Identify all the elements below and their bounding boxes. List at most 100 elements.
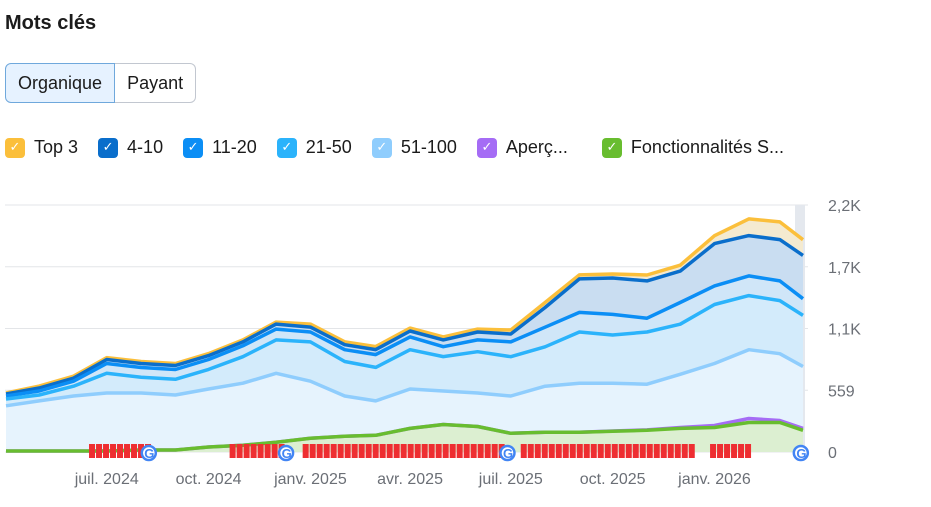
note-marker[interactable] [667,444,674,458]
note-marker[interactable] [674,444,681,458]
legend-item[interactable]: ✓ 21-50 [276,137,352,158]
legend-item[interactable]: ✓ 11-20 [183,137,257,158]
note-marker[interactable] [562,444,569,458]
note-marker[interactable] [386,444,393,458]
note-marker[interactable] [646,444,653,458]
legend-item[interactable]: ✓ 51-100 [371,137,457,158]
note-marker[interactable] [576,444,583,458]
note-marker[interactable] [351,444,358,458]
note-marker[interactable] [745,444,752,458]
note-marker[interactable] [534,444,541,458]
note-marker[interactable] [435,444,442,458]
note-marker[interactable] [639,444,646,458]
note-marker[interactable] [660,444,667,458]
checkbox-icon[interactable]: ✓ [276,137,297,158]
note-marker[interactable] [738,444,745,458]
note-marker[interactable] [243,444,250,458]
note-marker[interactable] [477,444,484,458]
legend-item[interactable]: ✓ 4-10 [98,137,163,158]
google-update-icon[interactable] [499,444,516,462]
note-marker[interactable] [731,444,738,458]
legend-item[interactable]: ✓ Top 3 [5,137,78,158]
checkbox-icon[interactable]: ✓ [601,137,622,158]
note-marker[interactable] [583,444,590,458]
checkbox-icon[interactable]: ✓ [476,137,497,158]
note-marker[interactable] [625,444,632,458]
note-marker[interactable] [688,444,695,458]
note-marker[interactable] [330,444,337,458]
x-tick-label: juil. 2025 [478,471,543,488]
note-marker[interactable] [470,444,477,458]
note-marker[interactable] [365,444,372,458]
note-marker[interactable] [250,444,257,458]
x-tick-label: janv. 2026 [677,471,751,488]
note-marker[interactable] [456,444,463,458]
note-marker[interactable] [103,444,110,458]
checkbox-icon[interactable]: ✓ [183,137,204,158]
area-51-100 [6,349,803,452]
checkbox-icon[interactable]: ✓ [98,137,119,158]
google-update-icon[interactable] [792,444,810,462]
note-marker[interactable] [717,444,724,458]
toggle-organique[interactable]: Organique [5,63,116,103]
note-marker[interactable] [428,444,435,458]
note-marker[interactable] [618,444,625,458]
note-marker[interactable] [632,444,639,458]
note-marker[interactable] [724,444,731,458]
note-marker[interactable] [358,444,365,458]
note-marker[interactable] [449,444,456,458]
note-marker[interactable] [393,444,400,458]
note-marker[interactable] [372,444,379,458]
note-marker[interactable] [541,444,548,458]
note-marker[interactable] [463,444,470,458]
note-marker[interactable] [344,444,351,458]
note-marker[interactable] [323,444,330,458]
google-update-icon[interactable] [140,444,158,462]
note-marker[interactable] [407,444,414,458]
x-tick-label: oct. 2025 [580,471,646,488]
note-marker[interactable] [400,444,407,458]
checkbox-icon[interactable]: ✓ [371,137,392,158]
note-marker[interactable] [590,444,597,458]
area-serp-features [6,422,804,452]
note-marker[interactable] [421,444,428,458]
note-marker[interactable] [491,444,498,458]
note-marker[interactable] [653,444,660,458]
legend-item[interactable]: ✓ Fonctionnalités S... [601,137,784,158]
note-marker[interactable] [337,444,344,458]
note-marker[interactable] [710,444,717,458]
note-marker[interactable] [271,444,278,458]
note-marker[interactable] [527,444,534,458]
note-marker[interactable] [110,444,117,458]
note-marker[interactable] [131,444,138,458]
legend-label: 4-10 [127,137,164,157]
note-marker[interactable] [520,444,527,458]
note-marker[interactable] [611,444,618,458]
note-marker[interactable] [302,444,309,458]
note-marker[interactable] [236,444,243,458]
toggle-payant[interactable]: Payant [115,63,197,103]
note-marker[interactable] [379,444,386,458]
note-marker[interactable] [548,444,555,458]
legend-item[interactable]: ✓ Aperç... [476,137,568,158]
checkbox-icon[interactable]: ✓ [5,137,25,158]
note-marker[interactable] [681,444,688,458]
note-marker[interactable] [316,444,323,458]
note-marker[interactable] [555,444,562,458]
note-marker[interactable] [414,444,421,458]
note-marker[interactable] [229,444,236,458]
note-marker[interactable] [569,444,576,458]
note-marker[interactable] [442,444,449,458]
note-marker[interactable] [484,444,491,458]
note-marker[interactable] [124,444,131,458]
note-marker[interactable] [597,444,604,458]
note-marker[interactable] [117,444,124,458]
note-marker[interactable] [89,444,96,458]
note-marker[interactable] [309,444,316,458]
legend-label: Top 3 [34,137,79,157]
note-marker[interactable] [264,444,271,458]
note-marker[interactable] [604,444,611,458]
google-update-icon[interactable] [277,444,295,462]
note-marker[interactable] [257,444,264,458]
note-marker[interactable] [96,444,103,458]
